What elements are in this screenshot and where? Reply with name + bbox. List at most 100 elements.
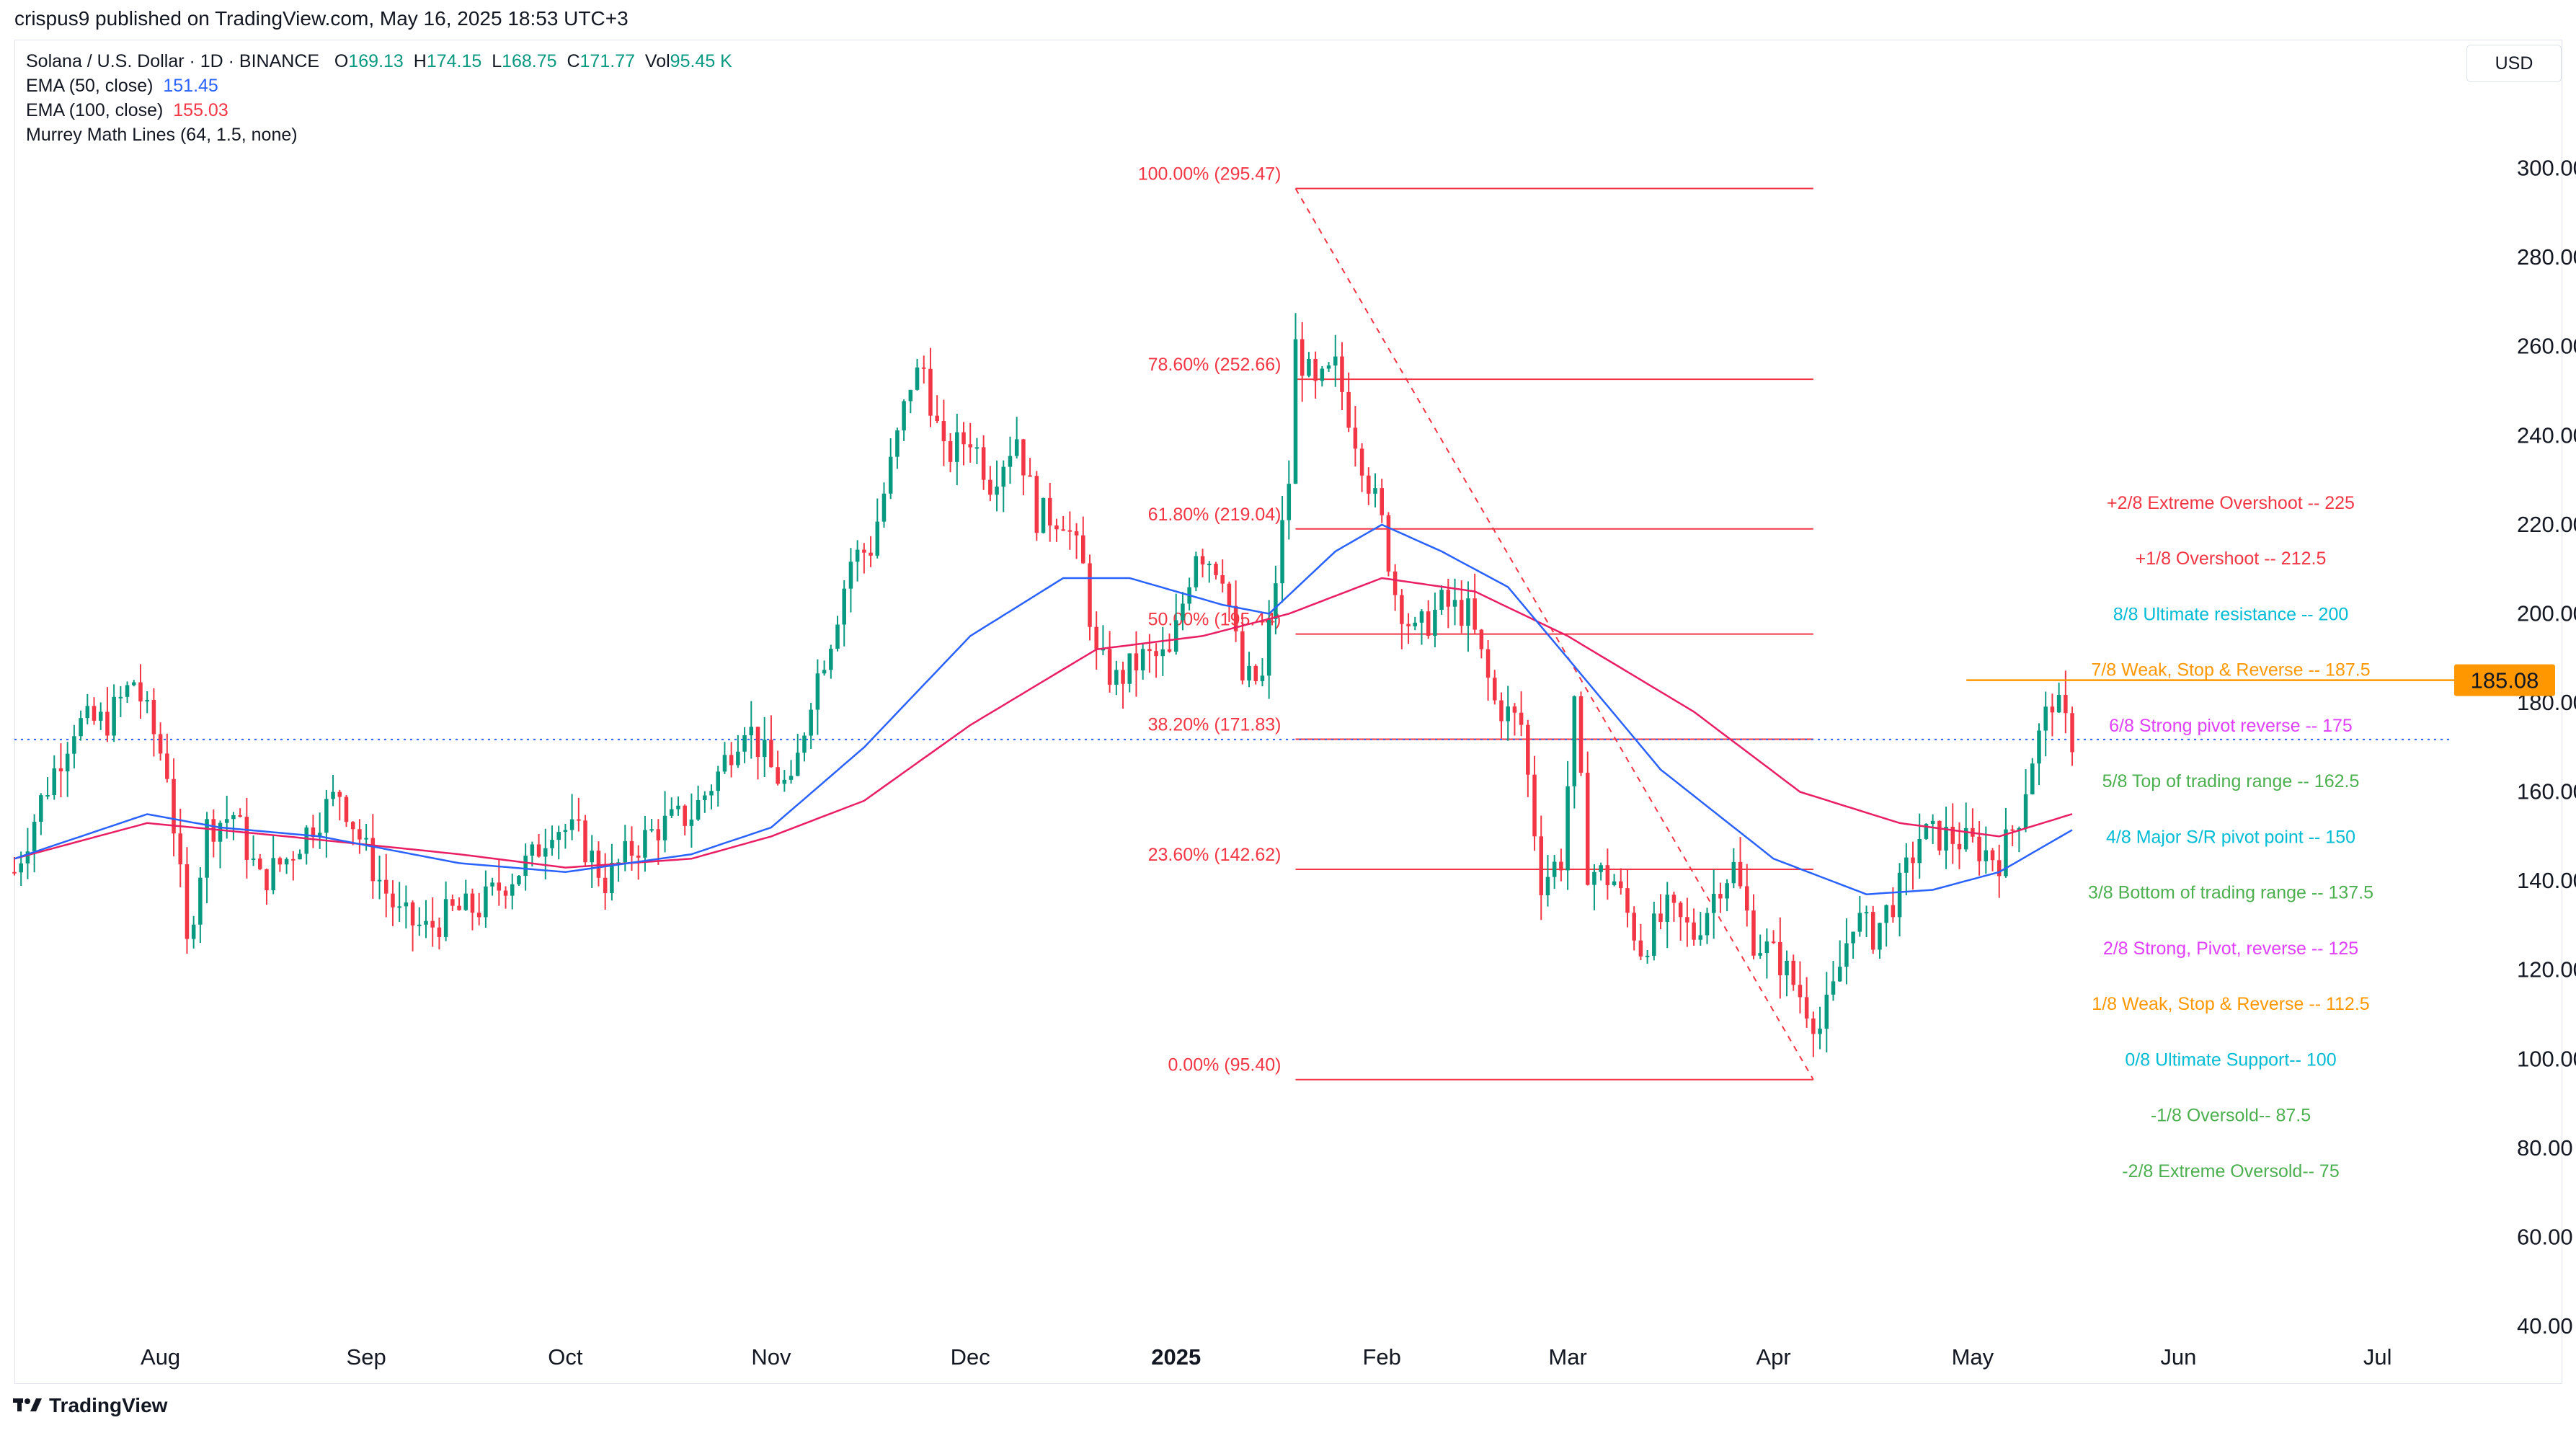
candle-body xyxy=(948,441,953,462)
y-tick-label: 60.00 xyxy=(2517,1224,2573,1249)
candle-body xyxy=(683,805,687,826)
candle xyxy=(404,885,409,929)
candle xyxy=(1791,954,1795,991)
candle xyxy=(2070,706,2074,766)
candle-body xyxy=(577,819,581,821)
ema100-row[interactable]: EMA (100, close) 155.03 xyxy=(26,98,732,123)
candle xyxy=(517,875,521,886)
y-tick-label: 80.00 xyxy=(2517,1135,2573,1161)
candle xyxy=(2023,769,2028,833)
candle xyxy=(1818,1006,1822,1050)
candle xyxy=(782,770,787,792)
candle-body xyxy=(65,753,70,772)
candle xyxy=(776,750,780,786)
x-tick-label: Jun xyxy=(2160,1344,2196,1370)
candle xyxy=(1426,600,1431,639)
candle xyxy=(842,580,846,647)
candle xyxy=(1253,664,1258,685)
ema50-line xyxy=(14,523,2073,895)
candle-body xyxy=(1619,881,1623,889)
murrey-row[interactable]: Murrey Math Lines (64, 1.5, none) xyxy=(26,123,732,147)
candle-body xyxy=(1140,649,1145,671)
candle xyxy=(1911,841,1915,890)
candle xyxy=(258,853,262,871)
candle xyxy=(1519,691,1524,737)
candle-body xyxy=(1260,675,1265,681)
murrey-label: 1/8 Weak, Stop & Reverse -- 112.5 xyxy=(2092,994,2369,1014)
candle-body xyxy=(1599,865,1603,872)
candle xyxy=(1884,904,1888,947)
currency-button[interactable]: USD xyxy=(2466,45,2562,82)
murrey-label: 3/8 Bottom of trading range -- 137.5 xyxy=(2088,883,2373,903)
candle xyxy=(1181,592,1185,631)
candle xyxy=(1094,611,1098,670)
candle-body xyxy=(1233,605,1238,631)
y-axis: 40.0060.0080.00100.00120.00140.00160.001… xyxy=(2517,156,2576,1339)
murrey-label: -2/8 Extreme Oversold-- 75 xyxy=(2122,1161,2340,1181)
candle-body xyxy=(1194,556,1199,587)
candle xyxy=(324,789,329,858)
candle-body xyxy=(1313,358,1318,381)
candle-body xyxy=(676,805,680,809)
candle xyxy=(1313,351,1318,399)
candle-body xyxy=(941,421,946,442)
x-tick-label: Feb xyxy=(1363,1344,1401,1370)
murrey-math-labels: +2/8 Extreme Overshoot -- 225 +1/8 Oversh… xyxy=(2088,493,2373,1181)
candle-body xyxy=(596,851,601,878)
candle xyxy=(683,804,687,835)
open-value: 169.13 xyxy=(348,51,404,71)
candle xyxy=(430,897,435,947)
candle xyxy=(1021,438,1026,496)
candle xyxy=(1731,848,1736,889)
candle-body xyxy=(1134,653,1139,671)
candle xyxy=(331,774,335,807)
candle xyxy=(974,438,980,464)
symbol-title[interactable]: Solana / U.S. Dollar · 1D · BINANCE xyxy=(26,51,320,71)
candle xyxy=(443,881,448,941)
candle xyxy=(1353,406,1358,467)
candle-body xyxy=(974,447,980,449)
ema100-line xyxy=(14,577,2073,869)
price-tag-label: 185.08 xyxy=(2471,668,2539,693)
candle xyxy=(1950,803,1955,864)
candle-body xyxy=(417,924,422,926)
candle xyxy=(577,797,581,832)
candle-body xyxy=(443,899,448,937)
candle xyxy=(629,826,634,871)
candle-body xyxy=(1380,488,1384,515)
candle xyxy=(224,795,229,839)
candle xyxy=(1685,897,1689,947)
candle-body xyxy=(1758,953,1762,956)
price-tag-box xyxy=(2454,664,2555,696)
candle-body xyxy=(1824,994,1829,1029)
candle xyxy=(536,834,541,858)
candle-body xyxy=(2017,828,2022,830)
candle xyxy=(2004,807,2008,878)
candle xyxy=(1167,633,1172,653)
candle-body xyxy=(1506,706,1510,722)
candle xyxy=(1506,686,1510,741)
candle-body xyxy=(52,768,57,796)
candle xyxy=(125,681,130,704)
candle xyxy=(1990,848,1995,871)
candle-body xyxy=(629,840,634,856)
candle-body xyxy=(848,562,853,589)
candle xyxy=(437,918,442,950)
candle xyxy=(1705,908,1710,944)
candle-body xyxy=(1977,836,1981,861)
candle-body xyxy=(1718,894,1723,899)
ema50-row[interactable]: EMA (50, close) 151.45 xyxy=(26,74,732,98)
candle-body xyxy=(696,799,701,820)
candle xyxy=(1134,631,1139,697)
candle xyxy=(921,355,926,384)
candle xyxy=(1293,313,1298,484)
candle xyxy=(1067,511,1072,550)
candle-body xyxy=(284,859,289,865)
candle-body xyxy=(1293,339,1298,484)
candle xyxy=(145,691,149,714)
candle-body xyxy=(569,819,574,830)
candle xyxy=(218,820,223,869)
tradingview-logo-text: TradingView xyxy=(49,1394,168,1416)
candle-body xyxy=(915,367,920,390)
